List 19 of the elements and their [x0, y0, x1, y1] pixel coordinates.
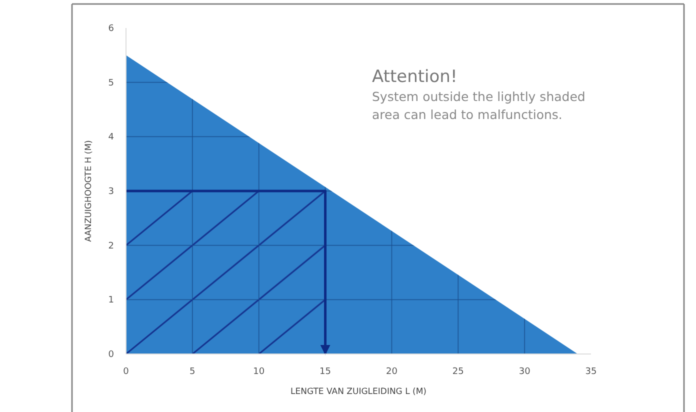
y-axis-title: AANZUIGHOOGTE H (M): [84, 140, 94, 242]
y-tick-label: 5: [108, 78, 114, 88]
x-tick-label: 25: [452, 367, 464, 377]
x-tick-label: 15: [320, 367, 332, 377]
x-axis-title: LENGTE VAN ZUIGLEIDING L (M): [290, 387, 427, 397]
annotation: System outside the lightly shaded area can lead to malfunctions.: [372, 88, 586, 124]
x-tick-label: 30: [518, 367, 531, 377]
y-tick-label: 0: [108, 350, 114, 360]
y-tick-label: 3: [108, 187, 114, 197]
x-tick-label: 5: [190, 367, 196, 377]
x-tick-label: 20: [386, 367, 398, 377]
y-tick-label: 6: [108, 24, 114, 34]
y-tick-label: 2: [108, 241, 114, 252]
annotation: Attention!: [372, 67, 458, 87]
x-tick-label: 10: [253, 367, 265, 377]
y-tick-label: 4: [108, 132, 114, 143]
x-tick-label: 0: [123, 367, 130, 377]
y-tick-label: 1: [108, 296, 114, 306]
x-tick-label: 35: [585, 367, 597, 377]
